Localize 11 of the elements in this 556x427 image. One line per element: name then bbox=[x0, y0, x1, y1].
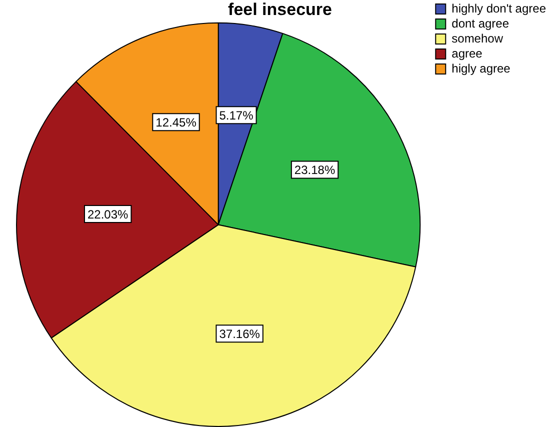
data-label: 12.45% bbox=[156, 115, 197, 130]
legend-label: higly agree bbox=[452, 61, 511, 76]
data-label: 22.03% bbox=[87, 207, 129, 222]
legend-label: somehow bbox=[452, 31, 504, 46]
legend-label: dont agree bbox=[452, 16, 510, 30]
legend-label: highly don't agree bbox=[452, 1, 546, 16]
chart-title: feel insecure bbox=[228, 0, 332, 19]
data-label: 23.18% bbox=[294, 163, 336, 178]
data-label: 5.17% bbox=[219, 108, 254, 122]
data-label: 37.16% bbox=[219, 326, 260, 341]
legend-label: agree bbox=[452, 46, 483, 60]
